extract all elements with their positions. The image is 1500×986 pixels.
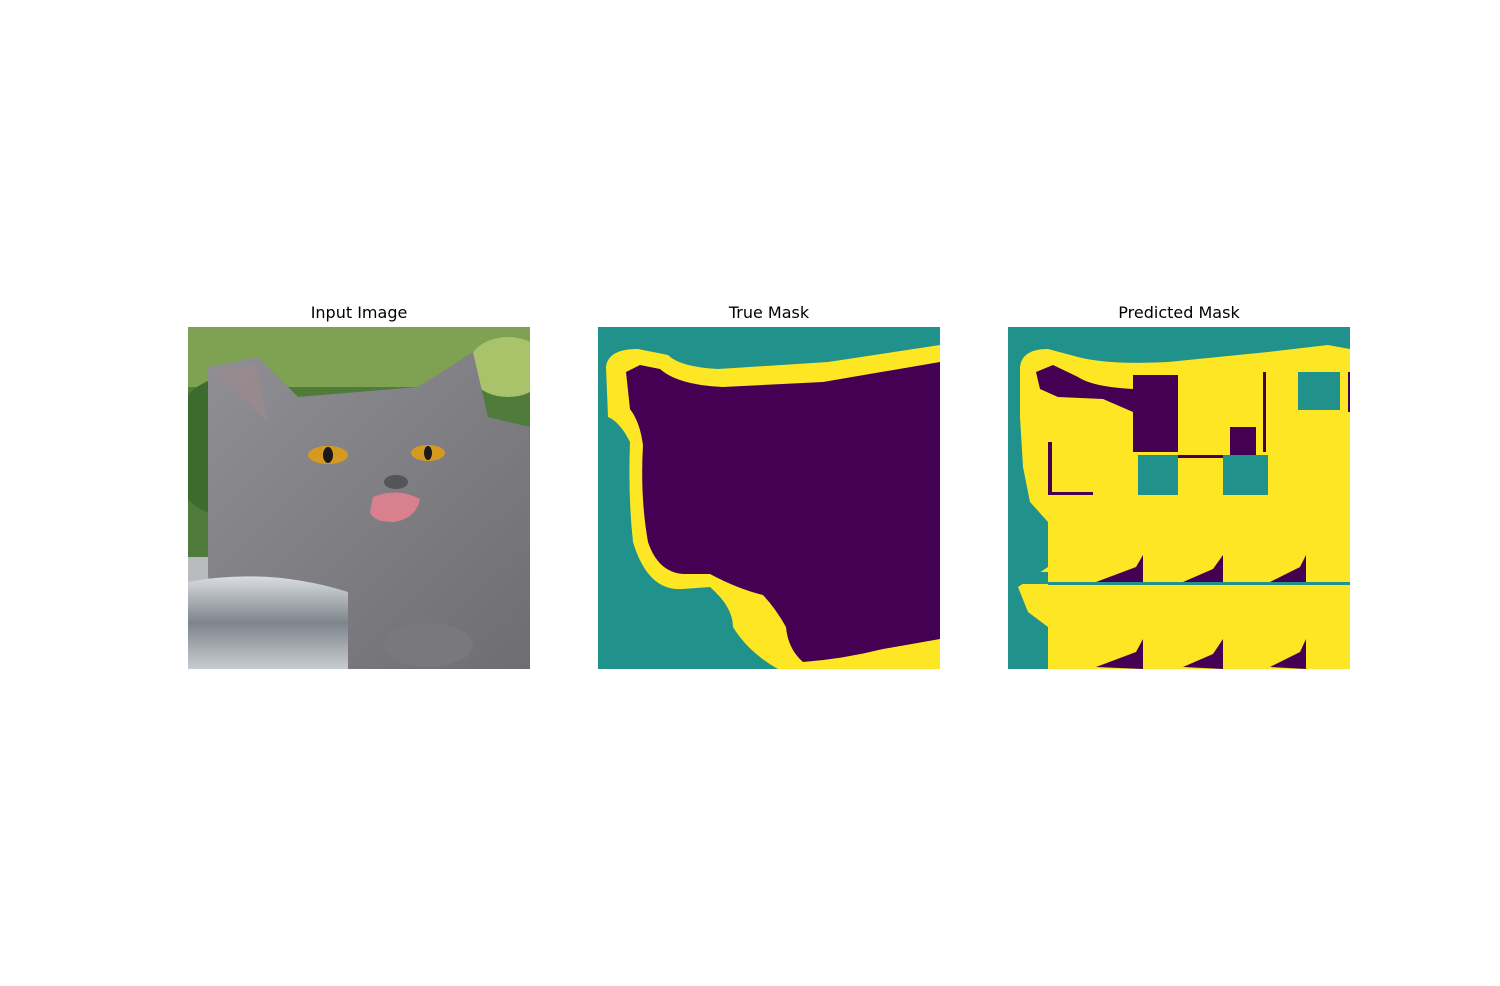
object-blob-1	[1036, 365, 1178, 452]
predicted-mask-title: Predicted Mask	[1118, 303, 1240, 322]
predicted-mask-image	[1008, 327, 1350, 669]
object-region	[626, 362, 940, 662]
input-image	[188, 327, 530, 669]
true-mask-title: True Mask	[728, 303, 810, 322]
input-image-title: Input Image	[310, 303, 408, 322]
true-mask-image	[598, 327, 940, 669]
predicted-mask	[1008, 327, 1350, 669]
true-mask	[598, 327, 940, 669]
cat-photo	[188, 327, 530, 669]
